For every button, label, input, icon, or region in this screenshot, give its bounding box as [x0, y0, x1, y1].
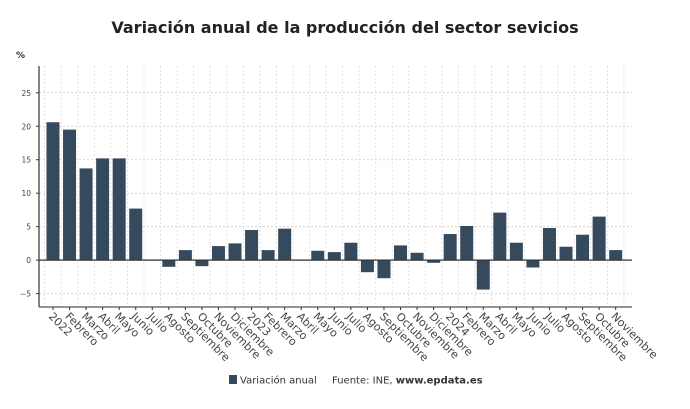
source-link[interactable]: www.epdata.es: [396, 376, 483, 387]
bar: [410, 252, 424, 261]
bar: [443, 234, 457, 261]
bar: [96, 158, 110, 261]
y-tick-labels: −5 0 5 10 15 20 25: [20, 89, 31, 299]
y-tick-label: 20: [21, 122, 31, 131]
y-tick-label: 5: [26, 223, 31, 232]
y-tick-label: −5: [20, 290, 31, 299]
source-prefix: Fuente: INE,: [332, 376, 396, 387]
y-tick-label: 25: [21, 89, 31, 98]
bar: [278, 228, 292, 261]
bar: [195, 260, 209, 267]
bar: [211, 246, 225, 261]
bars: [46, 122, 623, 290]
chart-title: Variación anual de la producción del sec…: [111, 18, 578, 37]
bar: [576, 234, 590, 261]
bar: [112, 158, 126, 261]
bar: [377, 260, 391, 279]
axes: [36, 66, 632, 310]
bar: [394, 245, 408, 261]
bar: [228, 243, 242, 261]
y-tick-label: 0: [26, 256, 31, 265]
bar: [129, 208, 143, 261]
bar: [162, 260, 176, 267]
bar: [609, 250, 623, 261]
bar: [476, 260, 490, 290]
bar: [427, 260, 441, 263]
bar: [311, 250, 325, 261]
legend: Variación anual Fuente: INE, www.epdata.…: [229, 375, 483, 387]
y-tick-label: 15: [21, 156, 31, 165]
bar: [261, 250, 275, 261]
bar: [79, 168, 93, 261]
bar: [493, 212, 507, 261]
bar: [592, 216, 606, 261]
bar: [526, 260, 540, 268]
bar: [509, 242, 523, 261]
bar: [63, 129, 77, 261]
bar: [360, 260, 374, 273]
bar: [460, 225, 474, 261]
x-tick-labels: 2022FebreroMarzoAbrilMayoJunioJulioAgost…: [46, 309, 661, 364]
bar: [245, 230, 259, 261]
bar: [178, 250, 192, 261]
bar: [542, 228, 556, 261]
legend-swatch: [229, 375, 237, 384]
grid: [39, 66, 632, 307]
legend-label: Variación anual: [240, 375, 317, 387]
source-text: Fuente: INE, www.epdata.es: [332, 376, 483, 387]
bar: [46, 122, 60, 261]
bar: [344, 242, 358, 261]
bar: [327, 252, 341, 261]
y-axis-unit: %: [16, 51, 25, 61]
bar: [559, 246, 573, 261]
y-tick-label: 10: [21, 189, 31, 198]
